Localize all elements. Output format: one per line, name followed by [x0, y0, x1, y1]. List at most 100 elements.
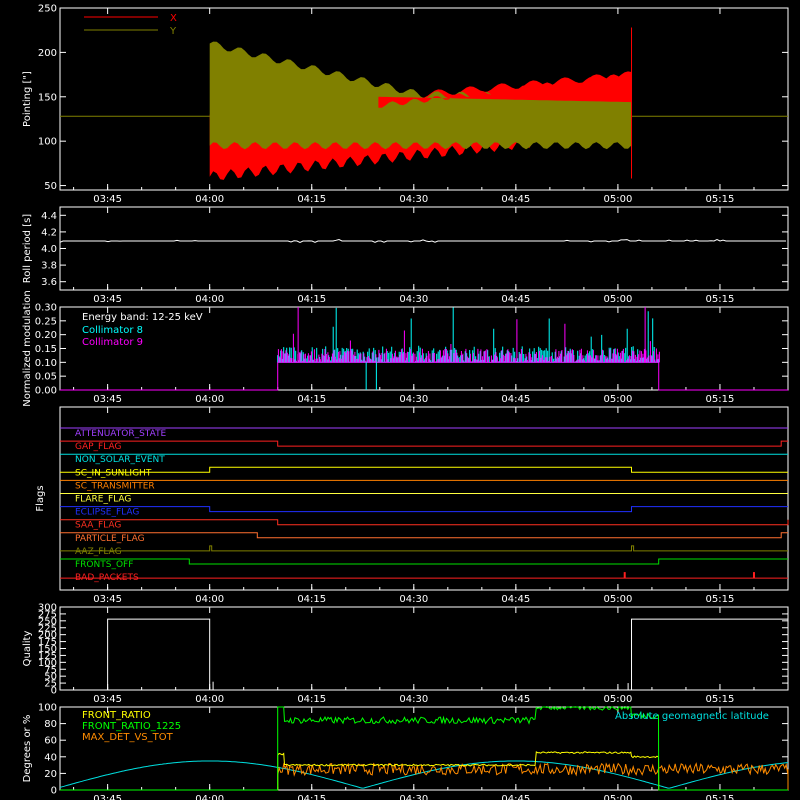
ratios-legend-label: MAX_DET_VS_TOT [82, 732, 174, 743]
pointing-xtick-label: 05:15 [706, 194, 735, 205]
ratios-legend-label: FRONT_RATIO_1225 [82, 721, 181, 732]
modulation-ytick-label: 0.00 [35, 386, 57, 397]
flags-label: SAA_FLAG [75, 521, 121, 531]
flags-xtick-label: 05:15 [706, 594, 735, 605]
roll-xtick-label: 04:30 [399, 294, 428, 305]
modulation-collimator8-series [277, 307, 660, 363]
pointing-xtick-label: 03:45 [93, 194, 122, 205]
flags-ylabel: Flags [35, 485, 46, 511]
flags-xtick-label: 05:00 [603, 594, 632, 605]
modulation-ytick-label: 0.20 [35, 330, 57, 341]
modulation-ytick-label: 0.25 [35, 316, 57, 327]
ratios-xtick-label: 04:00 [195, 794, 224, 800]
flags-series [60, 519, 789, 526]
ratios-frame [59, 706, 789, 791]
quality-ytick-label: 125 [38, 651, 57, 662]
ratios-ytick-label: 40 [44, 752, 57, 763]
flags-series [60, 506, 788, 513]
pointing-y-series [209, 41, 632, 150]
roll-xtick-label: 05:00 [603, 294, 632, 305]
flags-label: PARTICLE_FLAG [75, 534, 145, 544]
ratios-annotation: Absolute geomagnetic latitude [615, 711, 769, 722]
pointing-ytick-label: 250 [38, 4, 57, 15]
ratios-ytick-label: 80 [44, 719, 57, 730]
modulation-xtick-label: 04:15 [297, 394, 326, 405]
modulation-baseline [60, 361, 788, 391]
flags-label: SC_IN_SUNLIGHT [75, 468, 152, 478]
roll-ytick-label: 3.6 [41, 277, 57, 288]
modulation-xtick-label: 04:00 [195, 394, 224, 405]
pointing-x-series [378, 73, 632, 108]
roll-ytick-label: 4.0 [41, 244, 57, 255]
modulation-legend-title: Energy band: 12-25 keV [82, 312, 203, 323]
flags-xtick-label: 04:45 [501, 594, 530, 605]
roll-ytick-label: 3.8 [41, 261, 57, 272]
flags-label: FRONTS_OFF [75, 560, 133, 570]
flags-series [60, 558, 788, 565]
roll-xtick-label: 03:45 [93, 294, 122, 305]
modulation-xtick-label: 05:15 [706, 394, 735, 405]
ratios-xtick-label: 05:15 [706, 794, 735, 800]
ratios-legend-label: FRONT_RATIO [82, 710, 151, 721]
modulation-collimator9-series [277, 319, 660, 363]
ratios-ytick-label: 20 [44, 769, 57, 780]
pointing-ytick-label: 50 [44, 181, 57, 192]
roll-series [59, 238, 786, 244]
flags-xtick-label: 04:30 [399, 594, 428, 605]
roll-xtick-label: 04:00 [195, 294, 224, 305]
modulation-ytick-label: 0.10 [35, 358, 57, 369]
roll-xtick-label: 04:15 [297, 294, 326, 305]
quality-ytick-label: 100 [38, 658, 57, 669]
quality-ytick-label: 25 [44, 679, 57, 690]
pointing-ytick-label: 150 [38, 92, 57, 103]
ratios-front-ratio-series [60, 751, 788, 791]
modulation-legend-label: Collimator 8 [82, 325, 143, 336]
quality-ytick-label: 300 [38, 603, 57, 614]
quality-ytick-label: 150 [38, 644, 57, 655]
quality-ytick-label: 200 [38, 630, 57, 641]
quality-ytick-label: 275 [38, 609, 57, 620]
pointing-ytick-label: 200 [38, 48, 57, 59]
pointing-legend-label: X [170, 13, 177, 24]
roll-xtick-label: 05:15 [706, 294, 735, 305]
ratios-ylabel: Degrees or % [22, 715, 33, 783]
modulation-ylabel: Normalized modulation [22, 290, 33, 407]
flags-label: NON_SOLAR_EVENT [75, 455, 165, 465]
pointing-ytick-label: 100 [38, 137, 57, 148]
modulation-xtick-label: 05:00 [603, 394, 632, 405]
quality-xtick-label: 04:00 [195, 694, 224, 705]
flags-label: GAP_FLAG [75, 442, 121, 452]
pointing-legend-label: Y [169, 26, 177, 37]
pointing-xtick-label: 05:00 [603, 194, 632, 205]
roll-ytick-label: 4.2 [41, 227, 57, 238]
ratios-xtick-label: 05:00 [603, 794, 632, 800]
ratios-xtick-label: 04:15 [297, 794, 326, 800]
flags-label: SC_TRANSMITTER [75, 481, 155, 491]
quality-xtick-label: 05:15 [706, 694, 735, 705]
flags-frame [59, 406, 789, 591]
ratios-xtick-label: 03:45 [93, 794, 122, 800]
quality-ytick-label: 175 [38, 637, 57, 648]
flags-xtick-label: 04:15 [297, 594, 326, 605]
roll-ytick-label: 4.4 [41, 211, 57, 222]
pointing-frame [59, 7, 789, 191]
ratios-xtick-label: 04:45 [501, 794, 530, 800]
flags-label: AAZ_FLAG [75, 547, 122, 557]
pointing-xtick-label: 04:30 [399, 194, 428, 205]
flags-label: ECLIPSE_FLAG [75, 508, 139, 518]
pointing-ylabel: Pointing ["] [22, 71, 33, 127]
quality-ytick-label: 225 [38, 623, 57, 634]
flags-series [60, 545, 788, 552]
modulation-xtick-label: 03:45 [93, 394, 122, 405]
flags-label: ATTENUATOR_STATE [75, 429, 167, 439]
ratios-ytick-label: 60 [44, 736, 57, 747]
quality-xtick-label: 05:00 [603, 694, 632, 705]
modulation-ytick-label: 0.05 [35, 372, 57, 383]
ratios-xtick-label: 04:30 [399, 794, 428, 800]
quality-series [60, 618, 789, 691]
flags-series [60, 440, 788, 447]
flags-series [60, 466, 788, 473]
flags-series [60, 532, 788, 539]
quality-xtick-label: 04:15 [297, 694, 326, 705]
